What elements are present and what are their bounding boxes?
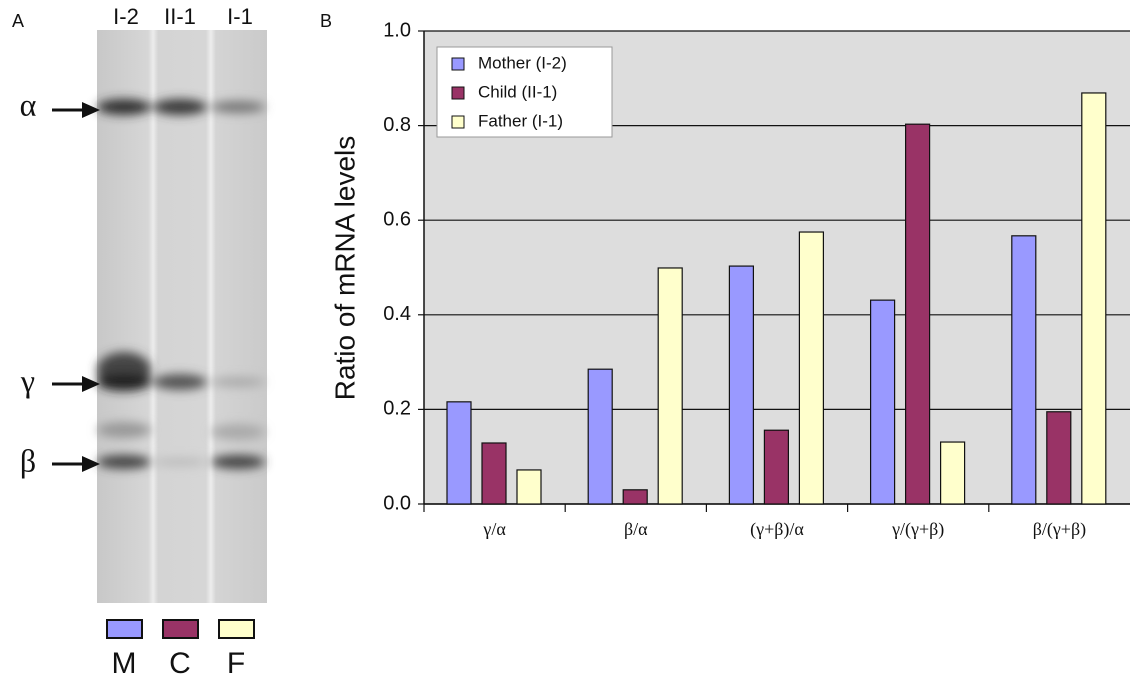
bar: [658, 268, 682, 504]
page: A I-2 II-1 I-1 α γ β M C F B Ratio of mR…: [0, 0, 1130, 682]
bar: [447, 402, 471, 504]
bar: [871, 300, 895, 504]
y-tick-label: 0.6: [383, 208, 411, 230]
legend-swatch: [452, 58, 464, 70]
y-tick-label: 0.0: [383, 492, 411, 514]
bar: [588, 369, 612, 504]
x-tick-label: (γ+β)/α: [750, 519, 804, 540]
lane-label: I-2: [113, 4, 139, 29]
band-label: γ: [20, 362, 35, 398]
bar: [906, 124, 930, 504]
bar: [482, 443, 506, 504]
lane-label: I-1: [227, 4, 253, 29]
bar: [1047, 412, 1071, 504]
figure: A I-2 II-1 I-1 α γ β M C F B Ratio of mR…: [0, 0, 1130, 682]
band-label: β: [20, 442, 36, 478]
swatch: [219, 620, 254, 638]
x-tick-label: β/(γ+β): [1033, 519, 1086, 540]
x-tick-label: γ/α: [482, 519, 506, 539]
bar: [1082, 93, 1106, 504]
legend-label: Father (I-1): [478, 111, 563, 130]
panel-label: B: [320, 11, 332, 31]
y-axis-label: Ratio of mRNA levels: [329, 136, 360, 401]
y-tick-label: 0.8: [383, 114, 411, 136]
band-label: α: [20, 86, 37, 122]
y-tick-label: 1.0: [383, 19, 411, 41]
bar: [941, 442, 965, 504]
x-tick-label: γ/(γ+β): [891, 519, 944, 540]
bar: [1012, 236, 1036, 504]
y-tick-label: 0.2: [383, 398, 411, 420]
x-tick-label: β/α: [624, 519, 648, 539]
panel-label: A: [12, 11, 24, 31]
legend-swatch: [452, 87, 464, 99]
bar: [729, 266, 753, 504]
lane-label: II-1: [164, 4, 196, 29]
bar: [623, 490, 647, 504]
legend-label: Mother (I-2): [478, 53, 567, 72]
band-arrows: α γ β: [20, 86, 100, 478]
bar: [517, 470, 541, 504]
gel: [97, 30, 267, 603]
bar: [764, 430, 788, 504]
swatch-label: C: [169, 647, 191, 680]
swatch-label: F: [227, 647, 245, 680]
legend-label: Child (II-1): [478, 82, 557, 101]
swatches: [107, 620, 254, 638]
bar: [799, 232, 823, 504]
swatch: [163, 620, 198, 638]
swatch-label: M: [112, 647, 137, 680]
y-tick-label: 0.4: [383, 303, 411, 325]
legend-swatch: [452, 116, 464, 128]
swatch: [107, 620, 142, 638]
